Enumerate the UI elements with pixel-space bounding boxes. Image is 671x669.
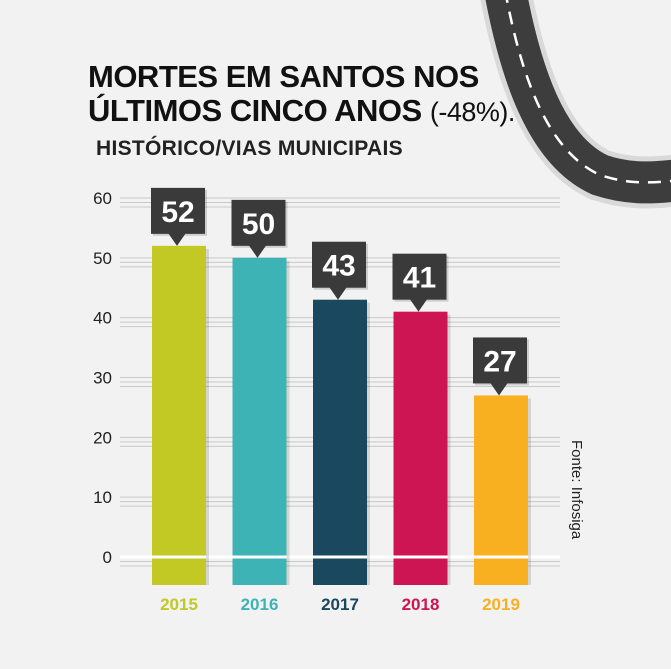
- x-tick-label-2019: 2019: [482, 595, 520, 614]
- title-line-2-text: ÚLTIMOS CINCO ANOS: [88, 93, 422, 128]
- bar-baseline-break: [313, 555, 367, 559]
- x-tick-label-2017: 2017: [321, 595, 359, 614]
- data-label-2018: 41: [403, 262, 436, 295]
- bar-baseline-break: [152, 555, 206, 559]
- callout-box: [151, 187, 205, 234]
- y-tick-label: 50: [93, 249, 112, 268]
- x-tick-label-2015: 2015: [160, 595, 198, 614]
- bar-2019: [474, 395, 528, 585]
- callout-pointer: [248, 244, 267, 258]
- x-tick-label-2016: 2016: [241, 595, 279, 614]
- data-label-2017: 43: [322, 250, 355, 283]
- callout-pointer: [409, 298, 428, 312]
- y-tick-label: 30: [93, 369, 112, 388]
- bar-2018: [393, 311, 448, 585]
- chart-subtitle: HISTÓRICO/VIAS MUNICIPAIS: [96, 137, 403, 160]
- y-tick-label: 20: [93, 428, 112, 447]
- callout-box: [231, 199, 286, 246]
- callout-pointer: [490, 382, 508, 396]
- y-tick-label: 60: [93, 189, 112, 208]
- callout-box: [392, 253, 447, 300]
- y-tick-label: 0: [103, 548, 112, 567]
- callout-pointer: [168, 232, 186, 246]
- chart-title: MORTES EM SANTOS NOS ÚLTIMOS CINCO ANOS …: [88, 60, 515, 129]
- bar-baseline-break: [232, 555, 287, 559]
- title-line-2: ÚLTIMOS CINCO ANOS (-48%).: [88, 94, 515, 129]
- title-change: (-48%).: [429, 97, 516, 127]
- bar-2015: [152, 245, 206, 585]
- x-tick-label-2018: 2018: [402, 595, 440, 614]
- bar-2017: [313, 299, 367, 585]
- bar-baseline-break: [393, 555, 448, 559]
- title-line-1: MORTES EM SANTOS NOS: [88, 59, 479, 94]
- data-label-2019: 27: [483, 345, 516, 378]
- callout-box: [312, 241, 366, 288]
- callout-box: [473, 337, 527, 384]
- source-credit: Fonte: Infosiga: [568, 440, 585, 540]
- data-label-2015: 52: [161, 196, 194, 229]
- bar-2016: [232, 257, 287, 585]
- y-tick-label: 10: [93, 488, 112, 507]
- callout-pointer: [329, 286, 347, 300]
- bar-baseline-break: [474, 555, 528, 559]
- data-label-2016: 50: [242, 208, 275, 241]
- y-tick-label: 40: [93, 309, 112, 328]
